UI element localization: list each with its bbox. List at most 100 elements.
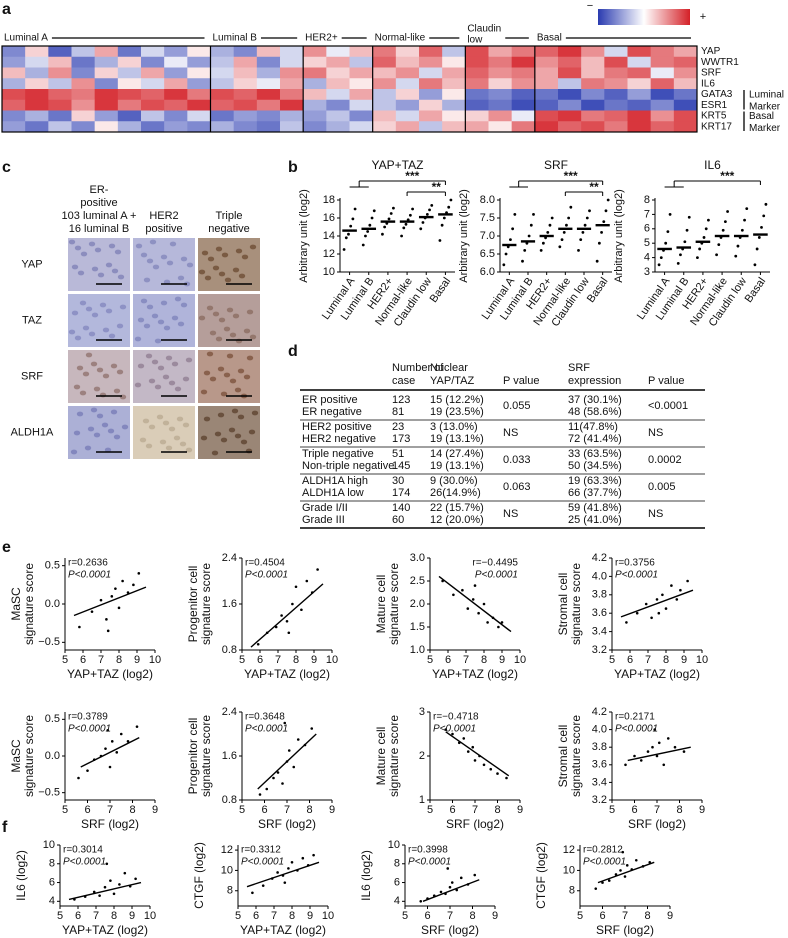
- ihc-nucleus: [119, 304, 127, 310]
- heatmap-cell: [604, 121, 628, 133]
- heatmap-cell: [395, 78, 420, 90]
- ihc-nucleus: [71, 264, 79, 270]
- heatmap-border: [1, 45, 698, 133]
- ihc-row-label: YAP: [21, 258, 42, 270]
- point: [455, 888, 459, 892]
- significance-label: ***: [720, 169, 734, 183]
- panel-label: e: [2, 539, 11, 556]
- heatmap-cell: [326, 67, 350, 79]
- heatmap-cell: [117, 46, 142, 58]
- heatmap-cell: [465, 67, 489, 79]
- x-axis-label: SRF (log2): [446, 817, 504, 831]
- heatmap-cell: [141, 121, 165, 133]
- heatmap-cell: [280, 89, 304, 101]
- point: [466, 607, 470, 610]
- y-tick-label: 2.5: [410, 575, 425, 587]
- significance-label: **: [589, 180, 599, 194]
- ihc-nucleus: [96, 413, 104, 419]
- heatmap-cell: [25, 89, 49, 101]
- point: [283, 881, 287, 884]
- dot: [425, 213, 429, 216]
- y-axis-label: Mature cell: [374, 575, 388, 634]
- point: [675, 598, 679, 601]
- point: [99, 598, 103, 602]
- point: [452, 593, 455, 597]
- y-axis-label: Progenitor cell: [186, 566, 200, 643]
- x-tick-label: 8: [129, 804, 135, 816]
- heatmap-cell: [141, 56, 165, 68]
- x-tick-label: 8: [469, 910, 475, 922]
- legend-high: +: [700, 11, 706, 23]
- x-tick-label: 6: [84, 804, 90, 816]
- x-tick-label: 7: [107, 804, 113, 816]
- ihc-nucleus: [71, 310, 79, 316]
- heatmap-cell: [71, 67, 96, 79]
- heatmap-cell: [465, 56, 489, 68]
- fit-line: [445, 731, 510, 777]
- ihc-nucleus: [101, 422, 109, 428]
- heatmap-cell: [419, 67, 443, 79]
- dot: [342, 248, 346, 251]
- x-tick-label: 7: [284, 804, 290, 816]
- heatmap-cell: [164, 99, 188, 111]
- table-cell: ALDH1A high: [302, 475, 368, 487]
- table-cell: 19 (63.3%): [568, 475, 622, 487]
- table-cell: 25 (41.0%): [568, 514, 622, 526]
- heatmap-cell: [303, 56, 327, 68]
- ihc-nucleus: [206, 351, 214, 357]
- x-tick-label: 7: [463, 654, 469, 666]
- x-tick-label: 10: [514, 654, 526, 666]
- ihc-nucleus: [248, 429, 256, 435]
- heatmap-cell: [511, 110, 536, 122]
- chart-title: YAP+TAZ: [372, 158, 424, 172]
- point: [110, 595, 114, 598]
- heatmap-cell: [25, 46, 49, 58]
- ihc-column-label: Triple: [215, 210, 242, 222]
- point: [679, 588, 682, 592]
- ihc-nucleus: [114, 249, 122, 255]
- dot: [560, 238, 564, 242]
- x-tick-label: 10: [696, 654, 708, 666]
- point: [98, 894, 101, 897]
- y-tick-label: 10: [323, 266, 335, 278]
- dot: [529, 223, 533, 227]
- heatmap-cell: [488, 99, 513, 111]
- table-cell: 11(47.8%): [568, 421, 618, 433]
- fit-line: [597, 861, 655, 884]
- ihc-row-label: SRF: [21, 370, 43, 382]
- table-cell: Grade III: [302, 514, 345, 526]
- y-tick-label: 10: [388, 839, 400, 851]
- heatmap-cell: [395, 46, 420, 58]
- heatmap-cell: [71, 46, 96, 58]
- x-tick-label: 7: [654, 804, 660, 816]
- y-axis-label: signature score: [387, 563, 401, 645]
- point: [300, 608, 303, 612]
- point: [473, 759, 477, 762]
- point: [104, 747, 107, 750]
- y-tick-label: 4: [644, 252, 650, 264]
- ihc-nucleus: [90, 407, 98, 413]
- y-axis-label: MaSC: [9, 587, 23, 621]
- x-tick-label: 5: [239, 654, 245, 666]
- dot: [565, 223, 568, 227]
- point: [292, 765, 296, 769]
- ihc-nucleus: [212, 265, 220, 271]
- point: [462, 737, 466, 740]
- point: [103, 885, 107, 889]
- ihc-nucleus: [203, 416, 211, 422]
- heatmap-cell: [187, 89, 211, 101]
- legend-low: −: [587, 0, 593, 12]
- heatmap-cell: [256, 67, 281, 79]
- ihc-nucleus: [96, 367, 104, 373]
- x-tick-label: 9: [329, 804, 335, 816]
- x-tick-label: 9: [699, 804, 705, 816]
- x-tick-label: 8: [481, 654, 487, 666]
- ihc-nucleus: [206, 305, 214, 311]
- x-tick-label: 6: [80, 654, 86, 666]
- heatmap-cell: [627, 99, 652, 111]
- ihc-column-label: HER2: [149, 210, 178, 222]
- heatmap-cell: [395, 67, 420, 79]
- fit-line: [246, 861, 320, 888]
- y-tick-label: 14: [323, 230, 335, 242]
- y-axis-label: signature score: [22, 715, 36, 797]
